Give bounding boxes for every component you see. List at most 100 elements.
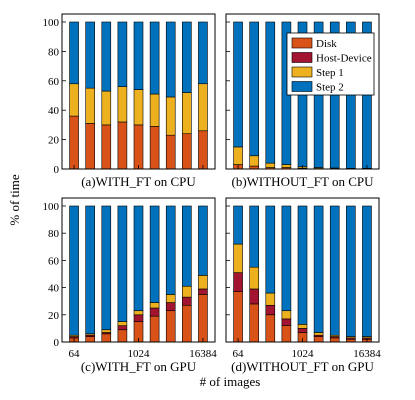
ytick-label-a-40: 40: [48, 105, 60, 117]
bar-c-5-host-device: [133, 314, 144, 322]
bar-d-4-host-device: [281, 318, 292, 326]
panel-a-caption: (a)WITH_FT on CPU: [81, 174, 196, 189]
bar-d-3-disk: [265, 314, 276, 343]
bar-d-6-step-2: [313, 205, 324, 333]
bar-c-3-step-1: [101, 329, 112, 333]
bar-a-5-step-1: [133, 89, 144, 126]
bar-a-4-disk: [117, 121, 128, 170]
bar-c-4-host-device: [117, 325, 128, 331]
bar-b-3-step-1: [265, 162, 276, 168]
bar-d-6-disk: [313, 336, 324, 343]
bar-a-9-disk: [198, 130, 208, 170]
bar-a-2-disk: [85, 123, 95, 170]
bar-a-1-step-1: [69, 83, 79, 117]
legend: Disk Host-Device Step 1 Step 2: [286, 32, 375, 96]
ytick-label-c-0: 0: [54, 337, 60, 349]
bar-d-3-step-2: [265, 205, 276, 294]
panel-b-caption: (b)WITHOUT_FT on CPU: [231, 174, 374, 189]
bar-a-1-step-2: [69, 21, 79, 85]
bar-a-1-disk: [69, 115, 79, 170]
bar-c-7-step-1: [165, 294, 176, 303]
bar-a-8-step-2: [182, 21, 192, 93]
bar-c-8-disk: [182, 304, 192, 343]
y-axis-title: % of time: [7, 174, 22, 225]
bar-c-1-step-2: [69, 205, 79, 336]
bar-b-1-step-2: [233, 21, 243, 148]
bar-b-3-step-2: [265, 21, 276, 164]
bar-a-2-step-2: [85, 21, 95, 89]
legend-swatch-step-2: [291, 81, 313, 92]
panel-d-caption: (d)WITHOUT_FT on GPU: [231, 359, 374, 374]
bar-c-4-disk: [117, 329, 128, 343]
xtick-label-c-16384: 16384: [189, 348, 217, 360]
xtick-label-c-1024: 1024: [128, 348, 151, 360]
legend-label-disk: Disk: [316, 38, 337, 50]
bar-c-4-step-1: [117, 321, 128, 326]
bar-d-3-host-device: [265, 304, 276, 316]
bar-a-4-step-2: [117, 21, 128, 87]
bar-a-8-disk: [182, 133, 192, 170]
bar-c-6-host-device: [149, 307, 160, 317]
bar-d-4-disk: [281, 325, 292, 343]
bar-a-6-disk: [149, 126, 160, 170]
panel-a-frame: [61, 13, 216, 170]
ytick-label-c-40: 40: [48, 283, 60, 295]
bar-a-2-step-1: [85, 87, 95, 124]
bar-c-3-step-2: [101, 205, 112, 331]
bar-d-3-step-1: [265, 292, 276, 306]
bar-a-9-step-1: [198, 83, 208, 132]
bar-c-5-step-2: [133, 205, 144, 312]
bar-c-2-step-2: [85, 205, 95, 335]
xtick-label-d-64: 64: [233, 348, 245, 360]
ytick-label-a-60: 60: [48, 76, 60, 88]
bar-c-4-step-2: [117, 205, 128, 322]
bar-a-4-step-1: [117, 86, 128, 123]
bar-d-2-disk: [249, 303, 259, 343]
bar-c-7-disk: [165, 310, 176, 343]
panel-c-caption: (c)WITH_FT on GPU: [81, 359, 197, 374]
bar-c-8-step-1: [182, 285, 192, 298]
legend-swatch-step-1: [291, 66, 313, 78]
bar-b-1-step-1: [233, 146, 243, 165]
bar-a-6-step-2: [149, 21, 160, 95]
ytick-label-a-80: 80: [48, 46, 60, 58]
xtick-label-d-1024: 1024: [292, 348, 315, 360]
panel-d: 64 1024 16384 (d)WITHOUT_FT on GPU: [225, 197, 381, 374]
bar-d-1-step-1: [233, 243, 243, 273]
bar-c-3-disk: [101, 333, 112, 343]
bar-b-2-step-2: [249, 21, 259, 157]
ytick-label-c-20: 20: [48, 310, 60, 322]
bar-d-7-step-2: [329, 205, 340, 336]
bar-a-5-step-2: [133, 21, 144, 90]
bar-a-7-step-2: [165, 21, 176, 98]
bar-d-4-step-2: [281, 205, 292, 312]
xtick-label-d-16384: 16384: [353, 348, 381, 360]
bar-d-4-step-1: [281, 310, 292, 320]
bar-a-9-step-2: [198, 21, 208, 85]
bar-a-7-step-1: [165, 96, 176, 136]
legend-label-host-device: Host-Device: [316, 53, 372, 65]
bar-a-3-step-1: [101, 90, 112, 126]
bar-d-2-step-1: [249, 266, 259, 290]
bar-c-6-disk: [149, 315, 160, 343]
bar-a-3-disk: [101, 124, 112, 170]
bar-d-5-step-1: [297, 324, 308, 329]
bar-c-7-step-2: [165, 205, 176, 295]
bar-c-9-step-2: [198, 205, 208, 276]
ytick-label-c-100: 100: [43, 201, 60, 213]
ytick-label-a-100: 100: [43, 17, 60, 29]
bar-c-9-disk: [198, 294, 208, 343]
x-axis-title: # of images: [200, 374, 261, 389]
legend-swatch-disk: [291, 37, 313, 49]
bar-d-1-host-device: [233, 272, 243, 292]
bar-a-7-disk: [165, 134, 176, 170]
bar-d-5-step-2: [297, 205, 308, 325]
xtick-label-c-64: 64: [69, 348, 81, 360]
bar-a-5-disk: [133, 124, 144, 170]
bar-c-9-step-1: [198, 275, 208, 290]
bar-d-6-step-1: [313, 332, 324, 336]
bar-b-2-step-1: [249, 155, 259, 167]
bar-d-8-step-2: [346, 205, 356, 337]
bar-d-1-disk: [233, 291, 243, 343]
